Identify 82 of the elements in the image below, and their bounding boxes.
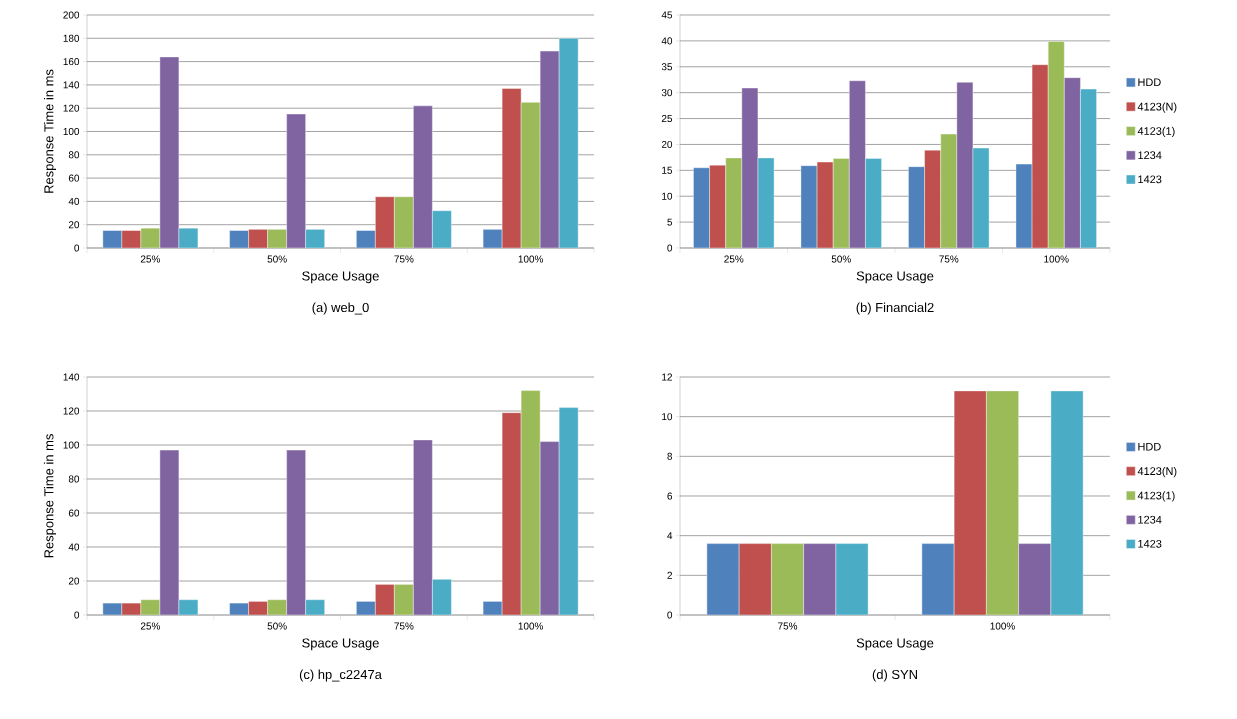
x-tick-label: 50% — [267, 255, 287, 263]
x-tick-label: 25% — [724, 255, 744, 263]
y-tick-label: 160 — [63, 58, 80, 66]
bar — [413, 439, 433, 615]
y-tick-label: 140 — [63, 373, 80, 381]
y-tick-label: 180 — [63, 34, 80, 42]
legend-label: 4123(1) — [1137, 491, 1175, 502]
y-tick-label: 20 — [68, 577, 80, 585]
legend-label: 1423 — [1138, 539, 1162, 548]
x-tick-label: 100% — [990, 622, 1015, 630]
x-tick-label: 100% — [518, 255, 544, 263]
y-axis-title: Response Time in ms — [43, 434, 57, 558]
y-tick-label: 100 — [63, 441, 80, 449]
y-tick-label: 12 — [662, 373, 672, 381]
y-tick-label: 5 — [667, 218, 673, 226]
y-tick-label: 2 — [667, 571, 672, 579]
legend-label: HDD — [1138, 442, 1161, 451]
y-tick-label: 80 — [68, 151, 80, 159]
y-tick-label: 8 — [667, 452, 673, 460]
y-tick-label: 15 — [662, 166, 673, 174]
x-tick-label: 75% — [394, 255, 414, 263]
bar — [286, 449, 306, 615]
y-tick-label: 140 — [63, 81, 80, 89]
y-tick-label: 4 — [667, 532, 673, 540]
y-tick-label: 60 — [68, 174, 80, 182]
x-tick-label: 25% — [140, 255, 160, 263]
bar — [1080, 88, 1097, 248]
bar — [286, 113, 306, 248]
x-tick-label: 75% — [778, 622, 798, 630]
bar — [865, 158, 882, 248]
legend-label: 4123(N) — [1137, 102, 1177, 113]
text: (b) Financial2 — [856, 302, 934, 315]
y-tick-label: 0 — [74, 611, 80, 619]
legend-label: 4123(1) — [1137, 126, 1175, 138]
y-tick-label: 35 — [661, 63, 673, 71]
y-tick-label: 10 — [662, 413, 673, 421]
y-tick-label: 40 — [68, 197, 80, 205]
bar — [432, 579, 452, 615]
y-tick-label: 120 — [63, 407, 80, 415]
x-tick-label: 50% — [831, 255, 851, 263]
legend-label: 1423 — [1138, 175, 1162, 184]
legend-label: 1234 — [1138, 515, 1162, 524]
y-tick-label: 40 — [661, 37, 673, 45]
y-tick-label: 0 — [667, 611, 673, 619]
x-axis-title: Space Usage — [856, 271, 934, 284]
y-tick-label: 20 — [68, 221, 80, 229]
text: (a) web_0 — [312, 302, 369, 315]
y-tick-label: 100 — [63, 127, 80, 136]
y-tick-label: 200 — [63, 11, 80, 19]
y-tick-label: 6 — [667, 492, 673, 500]
bar — [558, 407, 579, 615]
y-tick-label: 25 — [661, 115, 673, 123]
x-tick-label: 100% — [1044, 255, 1069, 263]
bar — [394, 584, 414, 615]
x-tick-label: 50% — [267, 622, 287, 630]
x-axis-title: Space Usage — [302, 271, 379, 284]
text: (c) hp_c2247a — [299, 669, 382, 682]
x-axis-title: Space Usage — [856, 638, 934, 651]
y-tick-label: 30 — [661, 89, 673, 97]
x-axis-title: Space Usage — [302, 638, 379, 651]
x-tick-label: 75% — [939, 255, 959, 263]
bar — [693, 167, 710, 248]
y-tick-label: 0 — [74, 244, 80, 252]
y-tick-label: 80 — [68, 475, 80, 483]
y-axis-title: Response Time in ms — [43, 69, 57, 193]
x-tick-label: 100% — [518, 622, 544, 630]
legend-label: HDD — [1138, 78, 1161, 86]
y-tick-label: 0 — [667, 244, 673, 252]
bar — [413, 105, 433, 248]
y-tick-label: 45 — [661, 11, 673, 19]
x-tick-label: 25% — [140, 622, 160, 630]
legend-label: 4123(N) — [1137, 466, 1177, 478]
text: (d) SYN — [872, 669, 917, 682]
y-tick-label: 10 — [662, 192, 673, 200]
bar — [375, 584, 395, 615]
legend-label: 1234 — [1138, 151, 1162, 160]
y-tick-label: 60 — [68, 509, 80, 517]
y-tick-label: 120 — [63, 104, 80, 112]
bar — [908, 166, 925, 248]
x-tick-label: 75% — [394, 622, 414, 630]
y-tick-label: 20 — [661, 140, 673, 148]
y-tick-label: 40 — [68, 543, 80, 551]
